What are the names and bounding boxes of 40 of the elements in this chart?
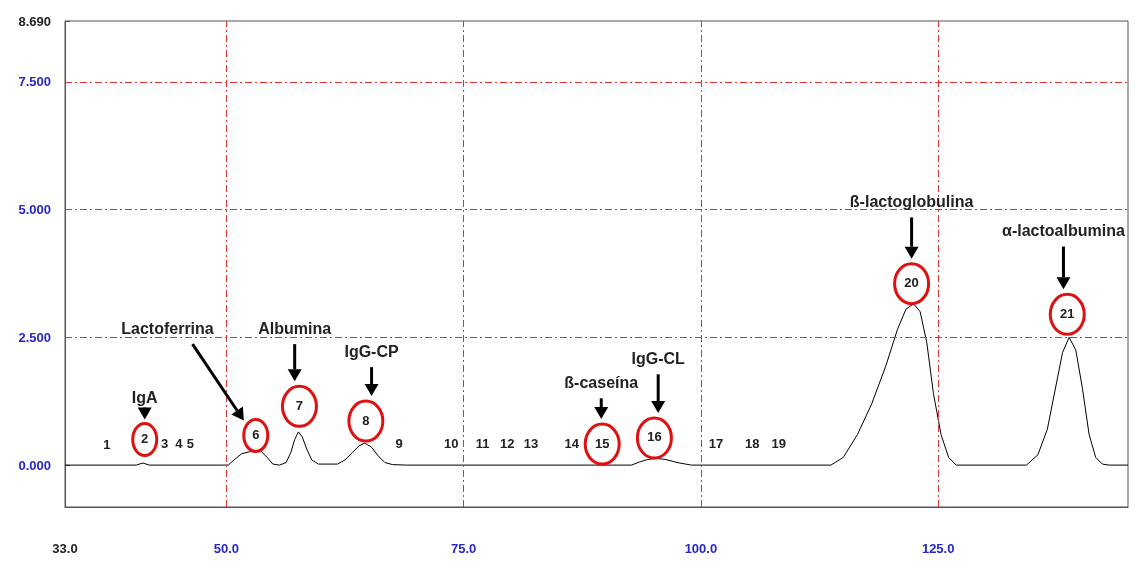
line-series — [64, 303, 1129, 466]
annotation: 5 — [186, 435, 194, 451]
annotation: 9 — [395, 435, 403, 451]
annotation: 17 — [708, 435, 724, 451]
annotation: IgG-CP — [344, 342, 399, 360]
annotation: Lactoferrina — [121, 319, 214, 337]
annotation: ß-caseína — [564, 373, 639, 391]
x-tick-label: 75.0 — [450, 541, 477, 556]
annotation: 20 — [904, 275, 919, 291]
annotation: 15 — [594, 435, 610, 451]
y-tick-label: 2.500 — [18, 329, 51, 345]
annotation: 1 — [103, 437, 111, 453]
x-tick-label: 33.0 — [52, 541, 78, 556]
annotation: 7 — [295, 397, 304, 413]
x-tick-label: 50.0 — [213, 541, 239, 556]
annotation: 21 — [1060, 305, 1075, 321]
annotation: 6 — [252, 426, 260, 442]
y-tick-label: 0.000 — [18, 457, 51, 473]
annotation: 19 — [771, 435, 786, 451]
y-tick-label: 5.000 — [18, 202, 51, 218]
x-tick-label: 100.0 — [684, 541, 718, 556]
annotation: 2 — [141, 431, 149, 447]
annotation: α-lactoalbumina — [1002, 222, 1125, 240]
annotation: IgA — [131, 388, 159, 406]
annotation: 18 — [744, 435, 760, 451]
annotation: ß-lactoglobulina — [849, 192, 974, 210]
y-tick-label: 7.500 — [18, 74, 51, 90]
y-tick-label: 8.690 — [18, 13, 51, 29]
annotation: 14 — [564, 435, 580, 451]
annotation: 13 — [523, 435, 539, 451]
annotation: IgG-CL — [631, 349, 686, 367]
x-tick-label: 125.0 — [921, 541, 955, 556]
annotation: 4 — [175, 435, 184, 451]
annotation: 3 — [161, 435, 169, 451]
annotation: 16 — [647, 429, 662, 445]
annotation: 12 — [500, 435, 515, 451]
annotation: 11 — [475, 435, 490, 451]
annotation: 8 — [362, 412, 370, 428]
annotation: Albumina — [258, 319, 332, 337]
annotation: 10 — [444, 435, 459, 451]
